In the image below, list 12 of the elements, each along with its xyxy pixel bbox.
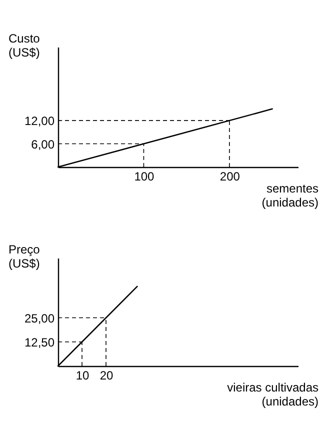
- x-axis-title: sementes (unidades): [262, 182, 318, 210]
- x-axis-title: vieiras cultivadas (unidades): [227, 380, 318, 408]
- y-axis-title: Custo (US$): [8, 32, 40, 60]
- y-tick-label: 25,00: [24, 311, 55, 326]
- x-tick-label: 20: [100, 368, 114, 382]
- y-tick-label: 12,50: [24, 335, 55, 350]
- x-tick-label: 10: [76, 368, 90, 382]
- x-tick-label: 200: [220, 170, 240, 184]
- y-tick-label: 6,00: [31, 137, 55, 152]
- x-tick-label: 100: [134, 170, 155, 184]
- y-axis-title: Preço (US$): [8, 242, 40, 270]
- y-tick-label: 12,00: [24, 114, 55, 128]
